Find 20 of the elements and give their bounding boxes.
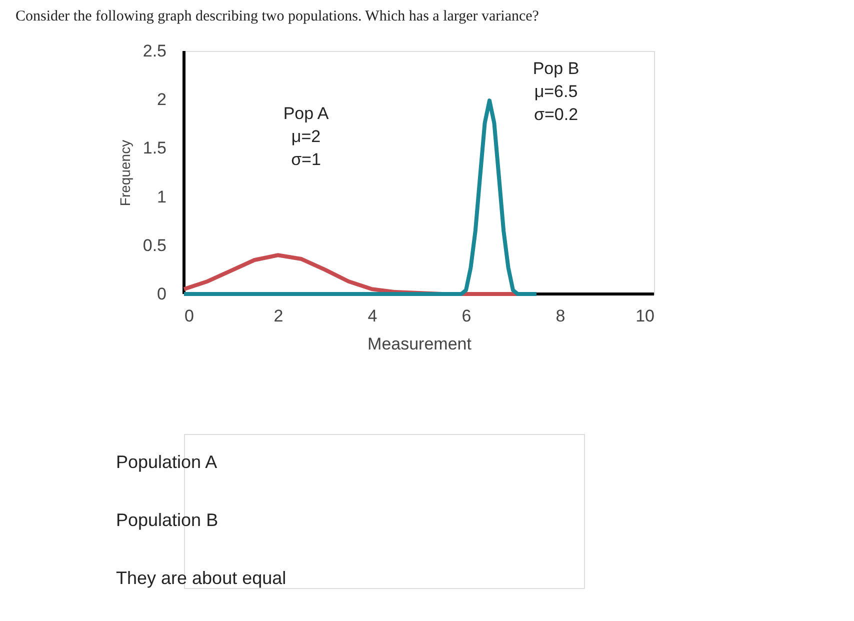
chart-title: Consider the following graph describing two populations. Which has a larger variance? xyxy=(16,8,540,24)
y-tick-label: 0.5 xyxy=(142,236,166,255)
text: Population A xyxy=(116,452,218,472)
y-tick-label: 0 xyxy=(157,284,166,304)
y-tick-label: 2.5 xyxy=(142,42,166,60)
x-tick-label: 8 xyxy=(556,306,566,326)
x-tick-label: 10 xyxy=(636,306,654,326)
x-tick-label: 6 xyxy=(462,306,472,326)
y-tick-label: 1.5 xyxy=(142,138,166,158)
x-tick-label: 2 xyxy=(274,306,284,326)
y-tick-label: 2 xyxy=(157,90,166,110)
annotation: Pop A μ=2 σ=1 xyxy=(283,104,330,169)
text: They are about equal xyxy=(116,568,286,588)
x-tick-label: 4 xyxy=(368,306,378,326)
y-axis-title: Frequency xyxy=(116,140,133,206)
y-tick-label: 1 xyxy=(157,187,166,206)
annotation: Pop B μ=6.5 σ=0.2 xyxy=(532,59,580,124)
x-axis-title: Measurement xyxy=(368,334,472,354)
x-tick-label: 0 xyxy=(184,306,194,326)
text: Population B xyxy=(116,510,218,530)
